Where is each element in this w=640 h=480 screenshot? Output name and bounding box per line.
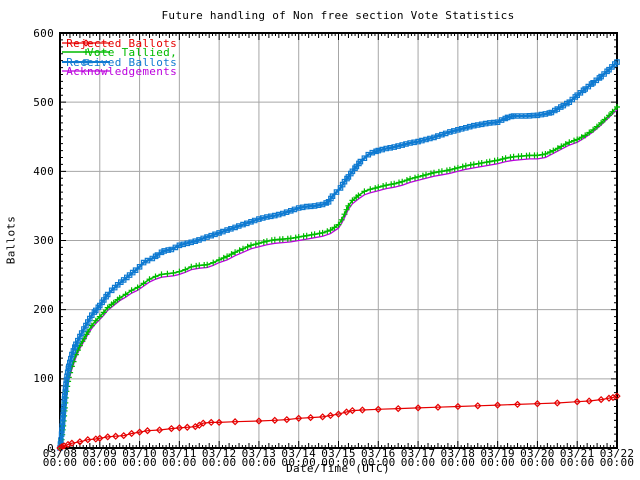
- x-tick-time: 00:00: [520, 456, 555, 469]
- x-tick-date: 03/13: [241, 447, 277, 460]
- x-tick-date: 03/15: [321, 447, 356, 460]
- y-tick-label: 200: [33, 303, 54, 317]
- x-tick-label: 03/15 00:00: [317, 447, 361, 469]
- x-tick-time: 00:00: [82, 456, 118, 469]
- x-tick-date: 03/11: [162, 447, 197, 460]
- gridlines: [60, 33, 617, 448]
- x-tick-date: 03/20: [520, 447, 555, 460]
- x-tick-time: 00:00: [201, 456, 237, 469]
- x-tick-label: 03/17 00:00: [396, 447, 440, 469]
- y-tick-label: 400: [33, 164, 54, 178]
- x-tick-label: 03/13 00:00: [237, 447, 281, 469]
- x-tick-date: 03/14: [281, 447, 317, 460]
- x-tick-time: 00:00: [599, 456, 635, 469]
- legend-label: Rejected Ballots: [66, 36, 177, 50]
- y-tick-label: 0: [47, 441, 54, 455]
- series-received-ballots-markers: [57, 59, 620, 451]
- x-tick-label: 03/11 00:00: [157, 447, 201, 469]
- x-tick-date: 03/21: [559, 447, 595, 460]
- x-tick-time: 00:00: [281, 456, 317, 469]
- x-tick-label: 03/10 00:00: [118, 447, 162, 469]
- x-tick-label: 03/09 00:00: [78, 447, 122, 469]
- series-rejected-ballots-markers: [56, 392, 621, 452]
- legend-item-rejected-ballots: Rejected Ballots: [62, 36, 232, 50]
- x-tick-time: 00:00: [400, 456, 436, 469]
- x-tick-label: 03/12 00:00: [197, 447, 241, 469]
- x-tick-time: 00:00: [321, 456, 356, 469]
- series-received-ballots: [57, 59, 620, 451]
- legend-label: Received Ballots: [66, 55, 177, 69]
- x-tick-date: 03/08: [42, 447, 78, 460]
- x-tick-date: 03/17: [400, 447, 436, 460]
- legend-sample-line: [62, 58, 110, 65]
- legend-item-acknowledgements: Acknowledgements: [62, 65, 232, 78]
- axis-border-and-ticks: [59, 32, 618, 449]
- x-tick-date: 03/12: [201, 447, 237, 460]
- x-tick-time: 00:00: [122, 456, 157, 469]
- x-tick-label: 03/20 00:00: [515, 447, 559, 469]
- x-tick-time: 00:00: [559, 456, 595, 469]
- x-tick-date: 03/09: [82, 447, 118, 460]
- x-tick-date: 03/19: [480, 447, 515, 460]
- series-rejected-ballots: [56, 392, 621, 452]
- x-tick-label: 03/22 00:00: [595, 447, 639, 469]
- legend-sample-line: [62, 70, 110, 72]
- legend-label: Acknowledgements: [66, 65, 177, 78]
- legend-item-vote-tallied: Vote Tallied,: [62, 46, 232, 59]
- legend-label: Vote Tallied,: [87, 46, 177, 59]
- legend-sample-line: [62, 49, 110, 55]
- y-tick-label: 500: [33, 95, 54, 109]
- x-tick-time: 00:00: [42, 456, 78, 469]
- x-tick-date: 03/16: [360, 447, 396, 460]
- x-tick-label: 03/21 00:00: [555, 447, 599, 469]
- x-tick-time: 00:00: [162, 456, 197, 469]
- y-tick-label: 100: [33, 372, 54, 386]
- x-tick-label: 03/14 00:00: [277, 447, 321, 469]
- series-rejected-ballots-line: [59, 395, 618, 449]
- x-tick-label: 03/19 00:00: [476, 447, 520, 469]
- x-tick-time: 00:00: [360, 456, 396, 469]
- y-tick-label: 300: [33, 234, 54, 247]
- x-tick-label: 03/18 00:00: [436, 447, 480, 469]
- x-tick-time: 00:00: [480, 456, 515, 469]
- legend-sample-line: [62, 38, 110, 47]
- x-tick-time: 00:00: [440, 456, 476, 469]
- x-tick-date: 03/22: [599, 447, 635, 460]
- x-tick-label: 03/16 00:00: [356, 447, 400, 469]
- legend-item-received-ballots: Received Ballots: [62, 55, 232, 69]
- x-tick-label: 03/08 00:00: [38, 447, 82, 469]
- x-tick-date: 03/18: [440, 447, 476, 460]
- x-tick-date: 03/10: [122, 447, 157, 460]
- chart-title: Future handling of Non free section Vote…: [161, 9, 515, 22]
- x-tick-time: 00:00: [241, 456, 277, 469]
- x-axis-label: Date/Time (UTC): [286, 462, 390, 475]
- y-tick-label: 600: [33, 26, 54, 40]
